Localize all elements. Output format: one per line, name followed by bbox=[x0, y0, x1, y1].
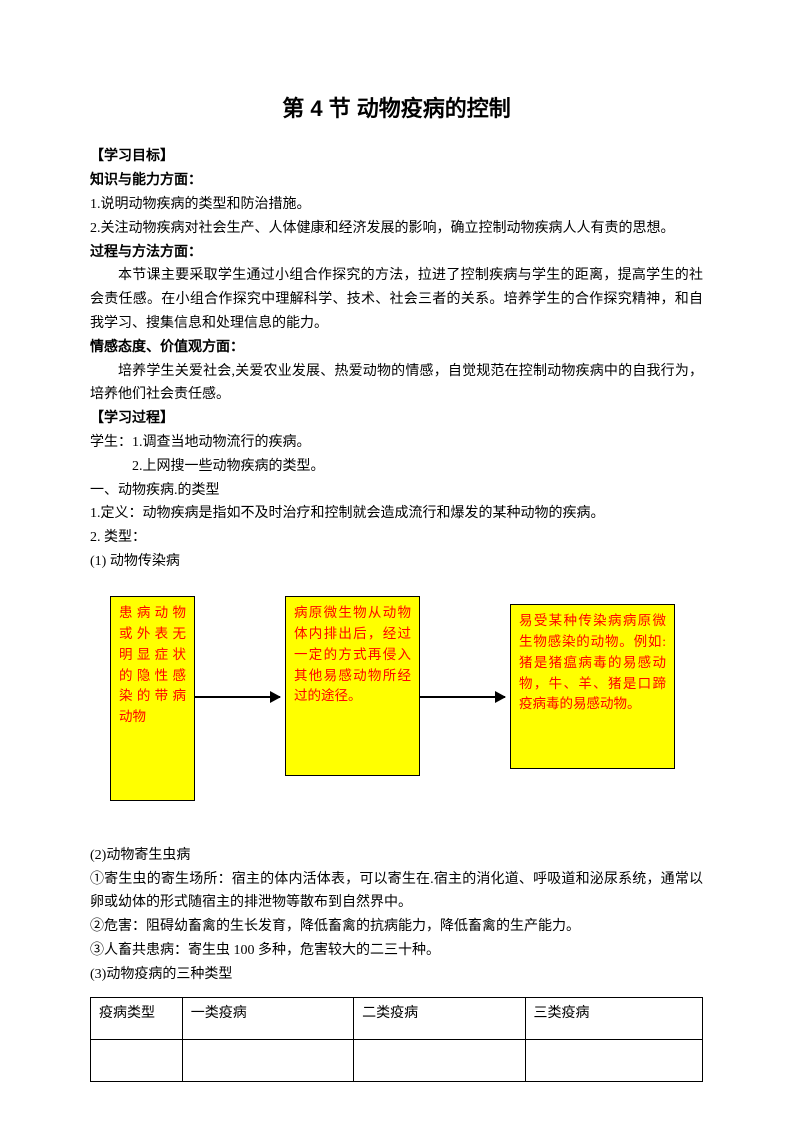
parasite-2: ②危害：阻碍幼畜禽的生长发育，降低畜禽的抗病能力，降低畜禽的生产能力。 bbox=[90, 915, 703, 939]
table-cell: 三类疫病 bbox=[525, 997, 702, 1039]
type-1: (1) 动物传染病 bbox=[90, 550, 703, 574]
goals-header: 【学习目标】 bbox=[90, 145, 703, 169]
parasite-3: ③人畜共患病：寄生虫 100 多种，危害较大的二三十种。 bbox=[90, 939, 703, 963]
table-row bbox=[91, 1039, 703, 1081]
table-cell bbox=[354, 1039, 525, 1081]
table-cell: 一类疫病 bbox=[182, 997, 353, 1039]
table-cell: 二类疫病 bbox=[354, 997, 525, 1039]
disease-type-table: 疫病类型 一类疫病 二类疫病 三类疫病 bbox=[90, 997, 703, 1082]
attitude-text: 培养学生关爱社会,关爱农业发展、热爱动物的情感，自觉规范在控制动物疾病中的自我行… bbox=[90, 360, 703, 408]
student-item-1: 学生：1.调查当地动物流行的疾病。 bbox=[90, 431, 703, 455]
type-label: 2. 类型： bbox=[90, 526, 703, 550]
table-row: 疫病类型 一类疫病 二类疫病 三类疫病 bbox=[91, 997, 703, 1039]
knowledge-item-1: 1.说明动物疾病的类型和防治措施。 bbox=[90, 193, 703, 217]
knowledge-header: 知识与能力方面： bbox=[90, 169, 703, 193]
method-text: 本节课主要采取学生通过小组合作探究的方法，拉进了控制疾病与学生的距离，提高学生的… bbox=[90, 264, 703, 335]
type-header: 一、动物疾病.的类型 bbox=[90, 479, 703, 503]
table-cell bbox=[182, 1039, 353, 1081]
knowledge-item-2: 2.关注动物疾病对社会生产、人体健康和经济发展的影响，确立控制动物疾病人人有责的… bbox=[90, 217, 703, 241]
flowchart: 患病动物或外表无明显症状的隐性感染的带病动物 病原微生物从动物体内排出后，经过一… bbox=[90, 596, 703, 826]
table-cell bbox=[525, 1039, 702, 1081]
type-3: (3)动物疫病的三种类型 bbox=[90, 963, 703, 987]
process-header: 【学习过程】 bbox=[90, 407, 703, 431]
student-item-2: 2.上网搜一些动物疾病的类型。 bbox=[90, 455, 703, 479]
parasite-1: ①寄生虫的寄生场所：宿主的体内活体表，可以寄生在.宿主的消化道、呼吸道和泌尿系统… bbox=[90, 868, 703, 916]
attitude-header: 情感态度、价值观方面： bbox=[90, 336, 703, 360]
flow-box-susceptible: 易受某种传染病病原微生物感染的动物。例如:猪是猪瘟病毒的易感动物，牛、羊、猪是口… bbox=[510, 604, 675, 769]
type-2: (2)动物寄生虫病 bbox=[90, 844, 703, 868]
arrow-1 bbox=[195, 696, 280, 698]
method-header: 过程与方法方面： bbox=[90, 241, 703, 265]
flow-box-source: 患病动物或外表无明显症状的隐性感染的带病动物 bbox=[110, 596, 195, 801]
arrow-2 bbox=[420, 696, 505, 698]
definition-text: 1.定义：动物疾病是指如不及时治疗和控制就会造成流行和爆发的某种动物的疾病。 bbox=[90, 502, 703, 526]
table-cell: 疫病类型 bbox=[91, 997, 183, 1039]
page-title: 第 4 节 动物疫病的控制 bbox=[90, 90, 703, 127]
table-cell bbox=[91, 1039, 183, 1081]
flow-box-pathway: 病原微生物从动物体内排出后，经过一定的方式再侵入其他易感动物所经过的途径。 bbox=[285, 596, 420, 776]
